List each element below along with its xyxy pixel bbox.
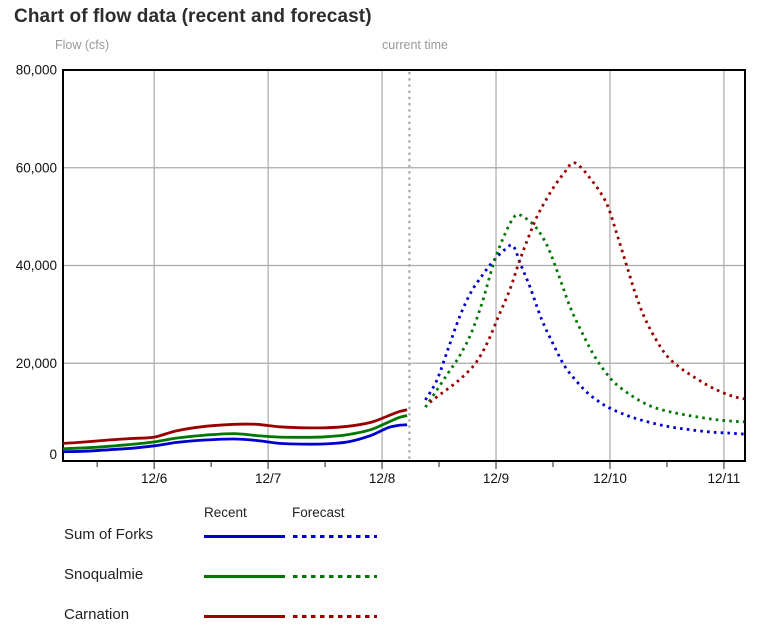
legend-label-snoqualmie: Snoqualmie xyxy=(64,566,144,583)
legend-recent-line-swatch xyxy=(204,615,285,618)
svg-text:12/10: 12/10 xyxy=(593,471,627,486)
series-carnation-forecast xyxy=(429,161,745,404)
x-axis-ticks xyxy=(96,462,725,469)
legend-row: Carnation xyxy=(0,604,779,630)
svg-text:40,000: 40,000 xyxy=(16,258,57,273)
legend-header-recent: Recent xyxy=(204,505,247,520)
legend-forecast-line-swatch xyxy=(293,615,377,619)
gridlines xyxy=(63,70,745,461)
legend-recent-line-swatch xyxy=(204,575,285,578)
legend: Recent Forecast Sum of Forks Snoqualmie … xyxy=(0,500,779,639)
legend-label-sum-of-forks: Sum of Forks xyxy=(64,526,154,543)
series-snoqualmie-forecast xyxy=(424,213,745,424)
series-lines xyxy=(63,161,745,454)
flow-chart: 12/6 12/7 12/8 12/9 12/10 12/11 0 20,000 40,000 6… xyxy=(16,63,746,487)
svg-text:12/9: 12/9 xyxy=(483,471,509,486)
series-carnation-recent xyxy=(63,408,408,445)
legend-recent-line-swatch xyxy=(204,535,285,538)
current-time-label: current time xyxy=(382,38,448,52)
legend-header-forecast: Forecast xyxy=(292,505,345,520)
legend-row: Snoqualmie xyxy=(0,564,779,590)
series-sum-of-forks-recent xyxy=(63,423,408,454)
series-sum-of-forks-forecast xyxy=(424,243,745,436)
series-snoqualmie-recent xyxy=(63,414,408,451)
svg-text:80,000: 80,000 xyxy=(16,63,57,78)
legend-label-carnation: Carnation xyxy=(64,606,130,623)
plot-border xyxy=(62,69,746,462)
axis-tick-labels: 12/6 12/7 12/8 12/9 12/10 12/11 0 20,000 40,000 6… xyxy=(16,63,741,487)
svg-text:20,000: 20,000 xyxy=(16,356,57,371)
svg-text:60,000: 60,000 xyxy=(16,160,57,175)
legend-row: Sum of Forks xyxy=(0,524,779,550)
svg-text:12/6: 12/6 xyxy=(141,471,167,486)
legend-forecast-line-swatch xyxy=(293,575,377,579)
page-title: Chart of flow data (recent and forecast) xyxy=(14,6,372,27)
svg-text:12/8: 12/8 xyxy=(369,471,395,486)
y-axis-units-label: Flow (cfs) xyxy=(55,38,110,52)
svg-text:0: 0 xyxy=(49,447,57,462)
svg-text:12/11: 12/11 xyxy=(708,471,741,486)
legend-forecast-line-swatch xyxy=(293,535,377,539)
svg-text:12/7: 12/7 xyxy=(255,471,281,486)
